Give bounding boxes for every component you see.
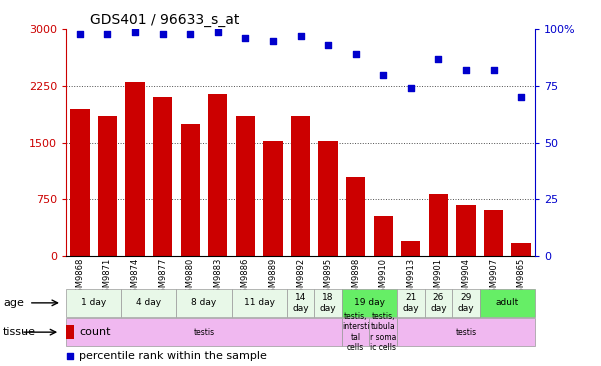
Text: 19 day: 19 day bbox=[354, 298, 385, 307]
Bar bbox=[66, 318, 342, 346]
Text: testis: testis bbox=[456, 328, 477, 337]
Point bbox=[75, 31, 85, 37]
Point bbox=[461, 67, 471, 73]
Bar bbox=[263, 141, 282, 256]
Point bbox=[268, 38, 278, 44]
Bar bbox=[374, 216, 393, 256]
Bar bbox=[424, 289, 452, 317]
Bar bbox=[208, 94, 227, 256]
Point bbox=[379, 72, 388, 78]
Text: 14
day: 14 day bbox=[292, 293, 309, 313]
Bar bbox=[342, 289, 397, 317]
Point bbox=[66, 353, 75, 359]
Bar bbox=[98, 116, 117, 256]
Point bbox=[351, 51, 361, 57]
Bar bbox=[236, 116, 255, 256]
Bar bbox=[319, 141, 338, 256]
Text: 1 day: 1 day bbox=[81, 298, 106, 307]
Bar bbox=[480, 289, 535, 317]
Bar bbox=[126, 82, 145, 256]
Text: testis: testis bbox=[194, 328, 215, 337]
Point bbox=[158, 31, 168, 37]
Bar bbox=[397, 318, 535, 346]
Text: age: age bbox=[3, 298, 24, 308]
Bar bbox=[180, 124, 200, 256]
Bar bbox=[121, 289, 177, 317]
Bar bbox=[66, 325, 75, 339]
Text: 4 day: 4 day bbox=[136, 298, 162, 307]
Text: 8 day: 8 day bbox=[191, 298, 216, 307]
Text: testis,
tubula
r soma
ic cells: testis, tubula r soma ic cells bbox=[370, 312, 397, 352]
Text: percentile rank within the sample: percentile rank within the sample bbox=[79, 351, 267, 361]
Point bbox=[516, 94, 526, 100]
Bar bbox=[291, 116, 310, 256]
Text: tissue: tissue bbox=[3, 327, 36, 337]
Bar bbox=[429, 194, 448, 256]
Bar bbox=[342, 318, 370, 346]
Text: 21
day: 21 day bbox=[403, 293, 419, 313]
Bar bbox=[70, 109, 90, 256]
Point bbox=[406, 85, 416, 91]
Text: 29
day: 29 day bbox=[457, 293, 474, 313]
Bar bbox=[177, 289, 231, 317]
Point bbox=[296, 33, 305, 39]
Text: GDS401 / 96633_s_at: GDS401 / 96633_s_at bbox=[90, 13, 239, 27]
Point bbox=[240, 36, 250, 41]
Point bbox=[185, 31, 195, 37]
Bar bbox=[456, 205, 475, 256]
Bar bbox=[511, 243, 531, 256]
Bar bbox=[153, 97, 172, 256]
Text: count: count bbox=[79, 327, 111, 337]
Bar bbox=[287, 289, 314, 317]
Point bbox=[323, 42, 333, 48]
Bar bbox=[314, 289, 342, 317]
Bar bbox=[397, 289, 424, 317]
Text: 26
day: 26 day bbox=[430, 293, 447, 313]
Text: 18
day: 18 day bbox=[320, 293, 337, 313]
Bar bbox=[401, 241, 421, 256]
Bar bbox=[370, 318, 397, 346]
Text: testis,
intersti
tal
cells: testis, intersti tal cells bbox=[342, 312, 370, 352]
Bar bbox=[231, 289, 287, 317]
Text: adult: adult bbox=[496, 298, 519, 307]
Point bbox=[433, 56, 443, 62]
Point bbox=[489, 67, 498, 73]
Point bbox=[213, 29, 222, 34]
Point bbox=[103, 31, 112, 37]
Point bbox=[130, 29, 140, 34]
Bar bbox=[452, 289, 480, 317]
Text: 11 day: 11 day bbox=[243, 298, 275, 307]
Bar bbox=[66, 289, 121, 317]
Bar bbox=[484, 210, 503, 256]
Bar bbox=[346, 177, 365, 256]
